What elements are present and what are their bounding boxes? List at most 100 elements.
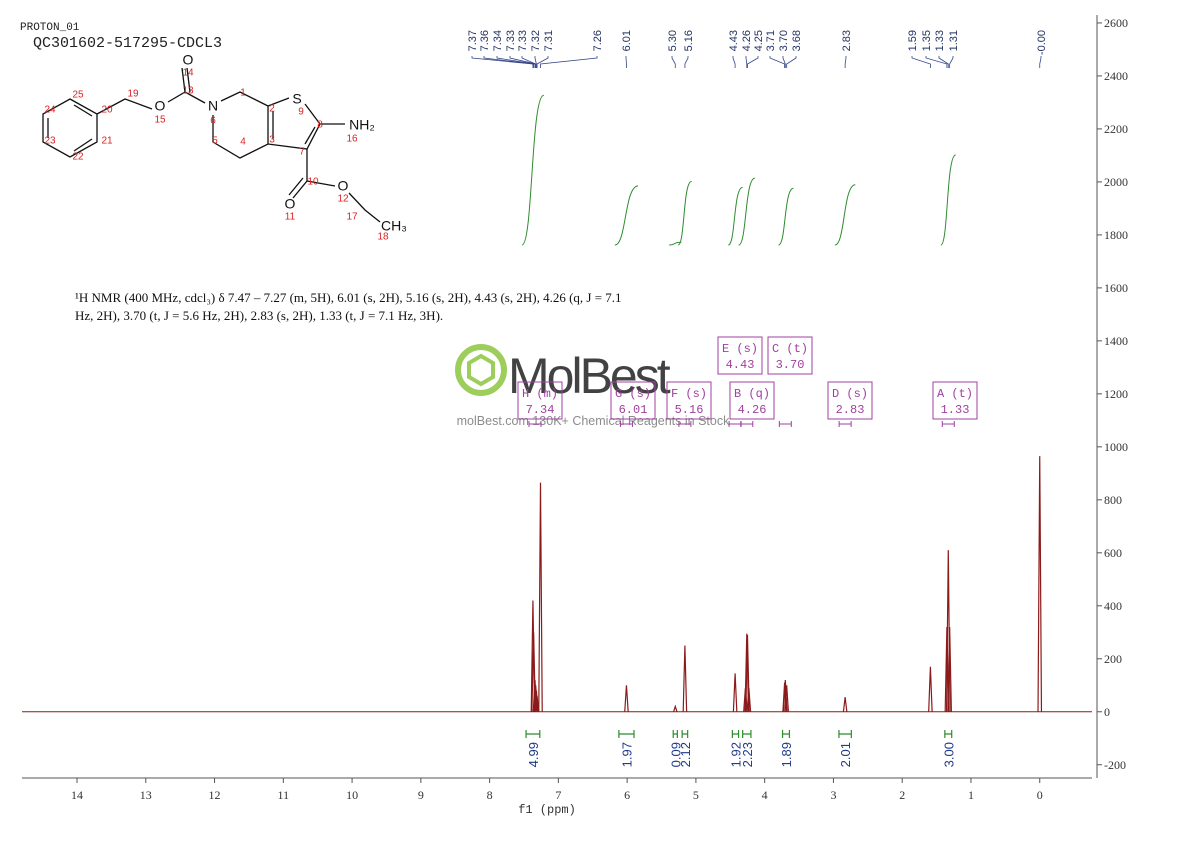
multiplet-marker [838,421,852,427]
atom-number: 25 [72,90,84,101]
y-tick-label: 2000 [1104,175,1128,189]
peak-label-leader [521,56,537,68]
atom-number: 16 [346,134,358,145]
multiplet-marker [740,421,754,427]
atom-number: 5 [212,136,218,147]
peak-label: 1.35 [921,30,933,51]
integral-label: 1.92 [728,742,743,767]
multiplet-name: C (t) [772,342,808,356]
peak-label-leader [483,56,535,68]
multiplet-box [666,381,712,420]
peak-label: 5.16 [683,30,695,51]
logo [455,344,507,396]
peak [732,673,738,712]
peak-label: 3.70 [778,30,790,51]
x-tick-label: 4 [762,788,768,802]
atom-number: 22 [72,152,84,163]
atom: NH₂ [349,117,375,133]
x-tick-label: 8 [487,788,493,802]
peak-label: -0.00 [1036,30,1048,55]
atom: CH₃ [381,218,407,234]
atom-number: 11 [285,212,296,223]
integral-curve [834,184,856,246]
multiplet-shift: 1.33 [941,403,970,417]
y-tick-label: 1800 [1104,228,1128,242]
peak-label-leader [747,56,759,68]
peak-label-leader [911,56,931,68]
peak-label-leader [471,56,534,68]
y-tick-label: 400 [1104,599,1122,613]
integral-label: 2.23 [740,742,755,767]
peak [744,633,750,712]
x-tick-label: 13 [140,788,152,802]
atom-number: 14 [182,68,194,79]
description-line: ¹H NMR (400 MHz, cdcl₃) δ 7.47 – 7.27 (m… [75,290,622,305]
integral-label: 4.99 [526,742,541,767]
peak-label: 4.43 [728,30,740,51]
peak [928,666,933,712]
integral-bracket [525,730,541,738]
peak-label: 1.31 [948,30,960,51]
multiplet-box [767,336,813,375]
peak-label-leader [684,56,689,68]
atom-number: 8 [317,120,323,131]
brand: MolBest [508,348,671,404]
peak-label: 7.34 [492,30,504,51]
atom-number: 10 [307,177,319,188]
x-tick-label: 5 [693,788,699,802]
integral-bracket [681,730,689,738]
peak [538,482,543,712]
peak-label-leader [769,56,786,68]
multiplet-shift: 6.01 [619,403,648,417]
peak [534,695,540,712]
atom-number: 9 [298,107,304,118]
multiplet-name: F (s) [671,387,707,401]
integral-bracket [944,730,953,738]
y-tick-label: 800 [1104,493,1122,507]
multiplet-marker [678,421,692,427]
atom-number: 13 [182,86,194,97]
structure: O 14 13 O 15 19 20 21 22 23 24 25 N 6 1 … [42,52,407,243]
atom-number: 21 [101,136,113,147]
y-tick-label: 2200 [1104,122,1128,136]
multiplet-box [827,381,873,420]
integral-curve [614,185,639,246]
multiplet-box [717,336,763,375]
multiplet-name: D (s) [832,387,868,401]
atom-number: 7 [299,147,305,158]
atom: O [285,196,296,212]
logo [467,353,495,387]
integral-bracket [838,730,852,738]
watermark: MolBest molBest.com 130K+ Chemical Reage… [455,344,730,428]
peak-label: 7.36 [479,30,491,51]
atom-number: 19 [127,89,139,100]
integral-curve [940,154,957,246]
multiplet-marker [728,421,742,427]
multiplet-box [517,381,563,420]
peak [782,679,788,712]
x-tick-label: 6 [624,788,630,802]
peak [1037,456,1043,712]
atom-number: 3 [269,135,275,146]
run-name: PROTON_01 [20,22,80,34]
peak-label-leader [925,56,948,68]
bond [42,67,381,223]
integral-label: 1.89 [779,742,794,767]
integral-curve [669,241,682,246]
atom: S [292,91,301,107]
peak-label: 1.33 [934,30,946,51]
peak-label-leader [844,56,847,68]
integral-label: 0.09 [668,742,683,767]
integral-curve [521,94,545,246]
multiplet-marker [941,421,955,427]
integral-bracket [672,730,678,738]
peak [842,697,848,712]
peak-label: 4.26 [741,30,753,51]
peak-label-leader [536,56,549,68]
peak-label: 6.01 [621,30,633,51]
multiplet-box [610,381,656,420]
y-tick-label: 200 [1104,652,1122,666]
multiplet-name: A (t) [937,387,973,401]
